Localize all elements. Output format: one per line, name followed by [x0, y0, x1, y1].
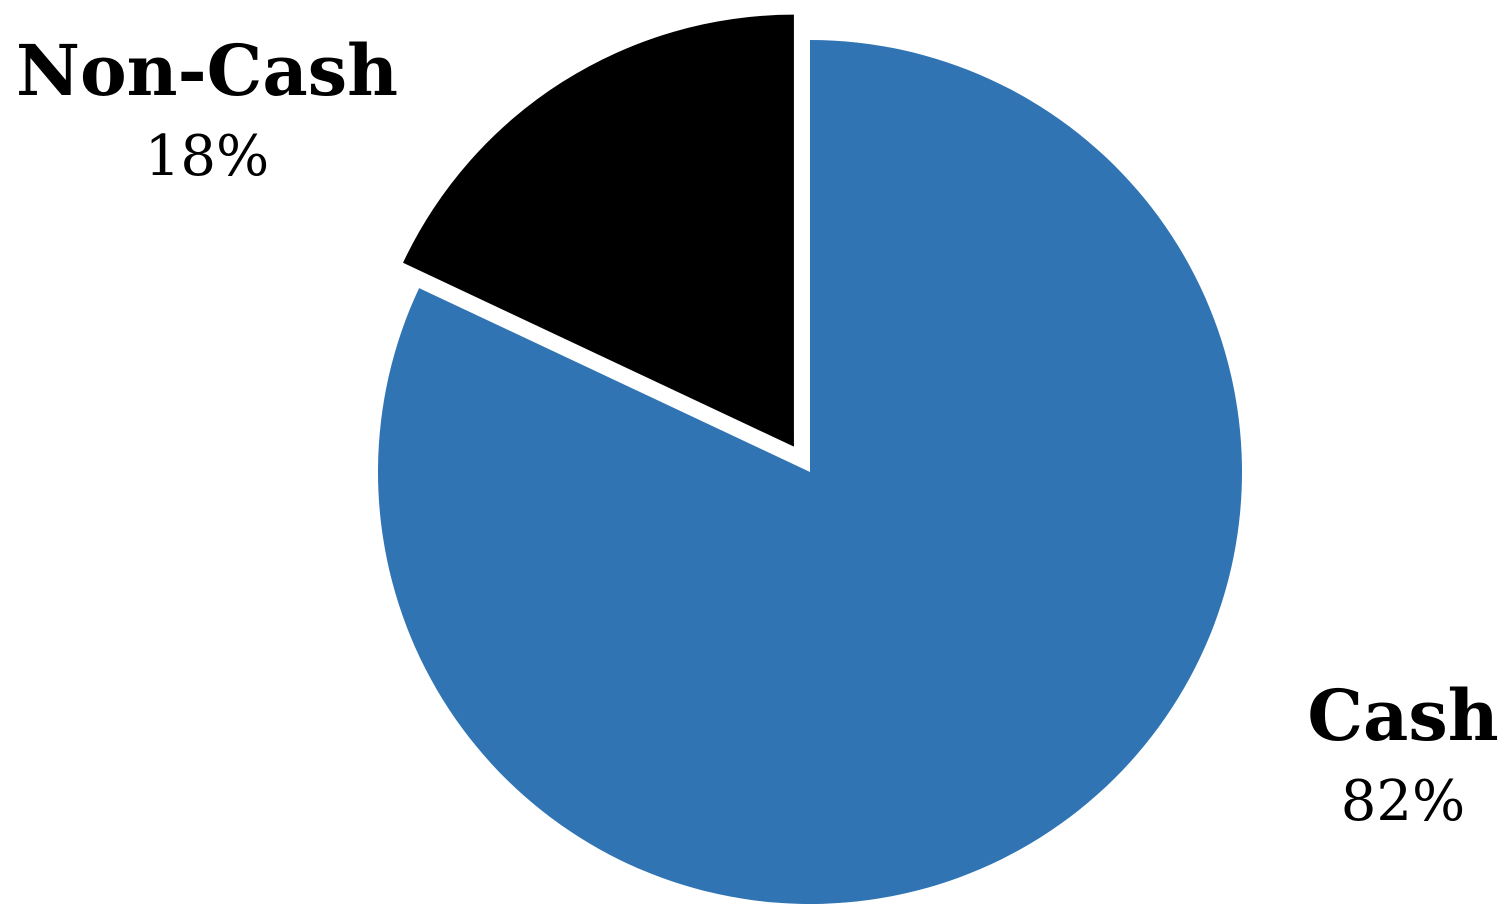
- slice-label-cash: Cash: [1307, 674, 1498, 757]
- slice-label-non-cash: Non-Cash: [16, 29, 398, 112]
- pie-slices: [377, 14, 1242, 904]
- pie-slice-non-cash: [403, 14, 794, 447]
- pie-slice-cash: [377, 40, 1242, 904]
- slice-value-cash: 82%: [1341, 769, 1465, 834]
- slice-label-group-non-cash: Non-Cash 18%: [16, 29, 398, 189]
- slice-value-non-cash: 18%: [145, 124, 269, 189]
- slice-label-group-cash: Cash 82%: [1307, 674, 1498, 834]
